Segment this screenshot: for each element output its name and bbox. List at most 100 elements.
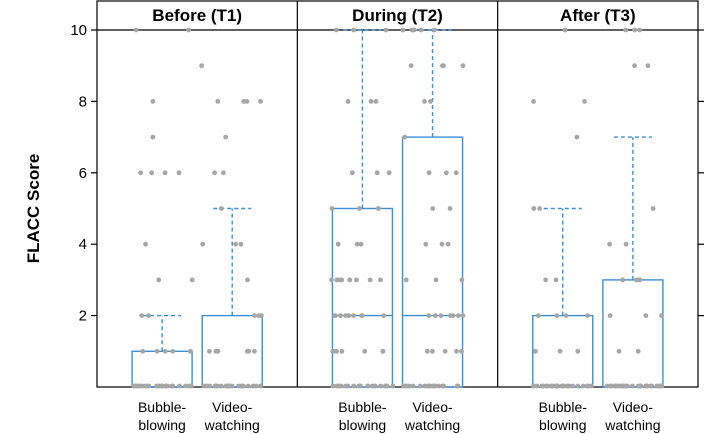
data-point [163,383,169,389]
data-point [575,348,581,354]
data-point [533,348,538,354]
data-point [329,206,335,211]
data-point [359,313,365,318]
data-point [150,134,156,140]
data-point [453,170,459,176]
category-label: Bubble- [138,399,187,415]
data-point [330,383,336,389]
data-point [170,348,176,354]
data-point [256,313,262,318]
data-point [553,277,559,283]
data-point [549,383,555,389]
data-point [423,241,429,247]
data-point [630,383,635,389]
data-point [426,313,432,318]
data-point [643,383,649,389]
data-point [187,348,193,354]
data-point [537,206,543,211]
panel-title: During (T2) [352,6,443,25]
data-point [149,170,154,176]
data-point [648,383,654,389]
data-point [375,206,381,211]
data-point [623,27,629,33]
data-point [645,63,651,69]
data-point [422,99,427,104]
data-point [380,348,386,354]
data-point [246,348,252,354]
data-point [334,277,340,283]
category-label: Video- [412,399,453,415]
data-point [637,383,643,389]
box [532,314,594,388]
data-point [455,383,461,389]
data-point [139,313,145,318]
data-point [441,63,446,69]
data-point [607,241,612,247]
y-axis-title: FLACC Score [24,154,43,264]
panel-title: After (T3) [560,6,636,25]
data-point [258,99,263,104]
category-label: watching [404,417,460,433]
data-point [562,27,568,33]
data-point [563,313,569,318]
data-point [238,241,244,247]
data-point [560,383,566,389]
data-point [575,383,581,389]
data-point [189,277,195,283]
data-point [367,277,373,283]
data-point [459,348,464,354]
data-point [619,383,625,389]
data-point [252,313,257,318]
category-label: Video- [613,399,654,415]
data-point [333,27,339,33]
data-point [400,27,406,33]
data-point [460,313,466,318]
data-point [146,313,151,318]
data-point [156,277,162,283]
data-point [428,99,433,104]
data-point [131,383,137,389]
data-point [156,383,162,389]
data-point [390,383,396,389]
data-point [382,383,388,389]
data-point [543,277,549,283]
data-point [186,27,191,33]
data-point [143,383,149,389]
data-point [430,206,436,211]
data-point [343,383,349,389]
data-point [378,277,383,283]
data-point [170,383,176,389]
data-point [333,313,338,318]
data-point [358,241,364,247]
data-point [635,348,641,354]
data-point [218,206,224,211]
y-tick-label: 10 [70,22,87,39]
data-point [620,277,626,283]
box [602,279,664,388]
data-point [347,277,353,283]
data-point [574,134,580,140]
data-point [150,99,156,104]
panel-title: Before (T1) [152,6,242,25]
data-point [245,383,251,389]
category-label: blowing [539,417,586,433]
data-point [162,348,168,354]
data-point [450,313,456,318]
data-point [330,348,336,354]
data-point [557,348,563,354]
category-label: blowing [138,417,185,433]
data-point [258,383,263,389]
data-point [460,63,466,69]
data-point [250,383,256,389]
data-point [381,313,387,318]
y-tick-label: 8 [79,93,87,110]
data-point [441,383,446,389]
data-point [183,383,188,389]
data-point [554,313,560,318]
data-point [408,63,414,69]
data-point [357,206,362,211]
data-point [354,241,360,247]
data-point [632,27,637,33]
data-point [535,313,541,318]
